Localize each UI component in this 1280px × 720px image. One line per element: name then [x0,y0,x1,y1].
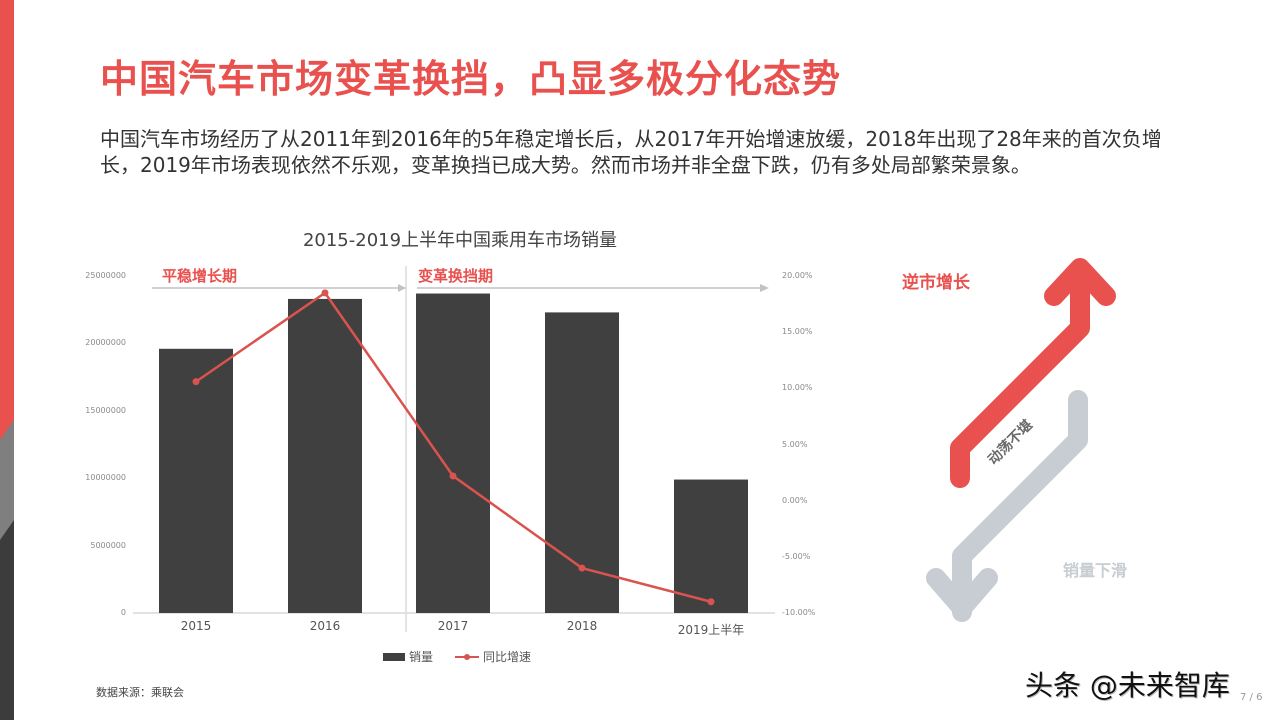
x-axis-label: 2017 [437,619,469,633]
sales-bars [159,293,748,613]
right-axis-tick: 5.00% [782,439,808,449]
decorative-edge [0,0,14,720]
phase-label-stable: 平稳增长期 [162,267,238,285]
page-title: 中国汽车市场变革换挡，凸显多极分化态势 [100,57,842,101]
trend-arrows-graphic [926,258,1116,622]
growth-point-2015 [192,378,200,386]
right-axis-tick: 10.00% [782,383,813,393]
growth-point-2019上半年 [707,598,715,606]
legend-item-sales: 销量 [383,648,433,665]
bar-2016 [288,298,362,613]
growth-point-2016 [321,289,329,297]
x-axis-label: 2015 [180,619,212,633]
chart-legend: 销量 同比增速 [383,648,545,665]
left-axis-tick: 25000000 [85,271,126,280]
decline-label: 销量下滑 [1063,561,1128,580]
right-axis-tick: -10.00% [782,608,816,617]
x-axis-label: 2016 [309,619,341,633]
right-axis-tick: 0.00% [782,495,808,505]
left-axis-tick: 10000000 [85,473,126,483]
watermark: 头条 @未来智库 [1025,669,1230,702]
growth-line [192,289,715,606]
left-axis-tick: 0 [120,608,126,617]
grey-down-arrow-icon [926,390,1088,622]
description-paragraph: 中国汽车市场经历了从2011年到2016年的5年稳定增长后，从2017年开始增速… [100,127,1162,177]
x-axis-label: 2018 [566,619,598,633]
phase-arrows [152,266,769,632]
bar-2019上半年 [674,479,748,613]
bar-2018 [545,312,619,613]
line-swatch-icon [455,652,480,662]
right-axis-tick: 20.00% [782,271,813,280]
right-axis-tick: 15.00% [782,327,813,337]
growth-label: 逆市增长 [902,273,970,293]
phase-label-transition: 变革换挡期 [418,267,494,285]
legend-item-growth: 同比增速 [455,648,531,665]
growth-point-2018 [578,564,586,572]
left-axis-tick: 5000000 [90,540,126,550]
x-axis-label: 2019上半年 [677,623,745,637]
bar-swatch-icon [383,652,405,661]
red-up-arrow-icon [950,258,1116,488]
data-source: 数据来源：乘联会 [96,686,184,699]
growth-point-2017 [449,472,457,480]
page-number: 7 / 6 [1240,692,1263,703]
left-axis-tick: 15000000 [85,405,126,415]
left-axis-tick: 20000000 [85,338,126,348]
bar-2015 [159,348,233,613]
right-axis-tick: -5.00% [782,551,811,561]
chart-title: 2015-2019上半年中国乘用车市场销量 [302,230,618,251]
bar-2017 [416,293,490,613]
